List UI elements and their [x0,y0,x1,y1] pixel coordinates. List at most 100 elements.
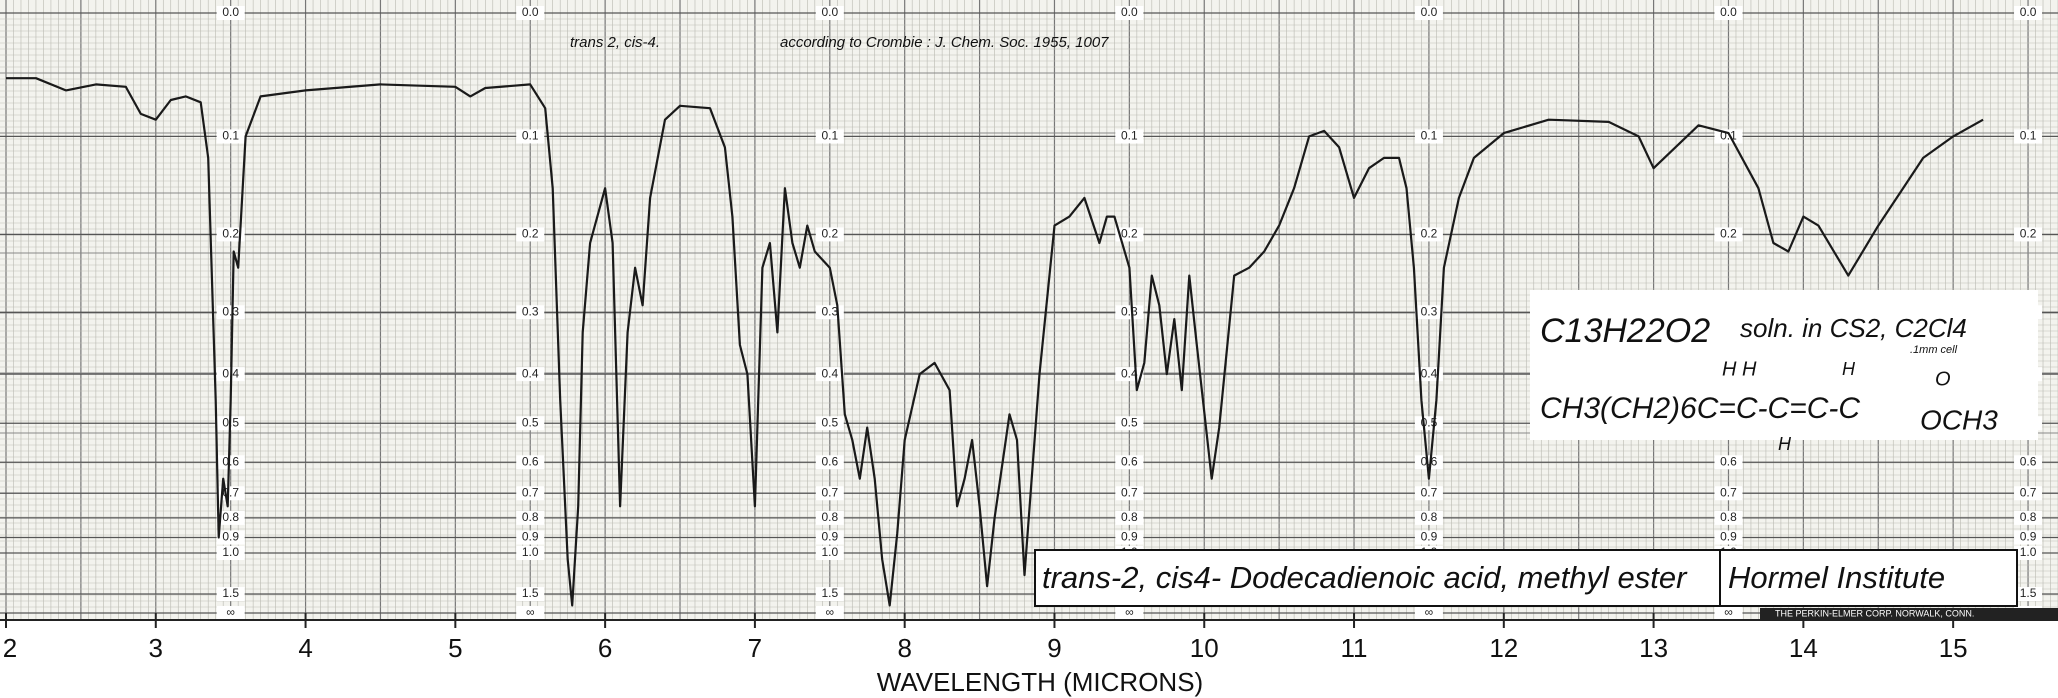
tick-label-bg [516,367,545,382]
formula-box [1530,290,2038,440]
y-tick-label: 0.9 [2020,530,2037,544]
tick-label-bg [216,129,245,144]
y-tick-label: 0.2 [1121,227,1138,241]
y-tick-label: 0.3 [821,304,838,318]
y-tick-label: 0.6 [821,454,838,468]
annotation: .1mm cell [1910,344,1958,356]
y-tick-label: 0.6 [222,454,239,468]
title-box [1034,549,2018,607]
y-tick-label: 0.5 [1121,415,1138,429]
y-tick-label: 0.9 [821,530,838,544]
tick-label-bg [216,606,245,620]
tick-label-bg [516,606,545,620]
maker-band [1760,608,2058,620]
y-tick-label: 0.2 [821,227,838,241]
tick-label-bg [516,546,545,560]
y-tick-label: 0.0 [1121,5,1138,19]
y-tick-label: 1.0 [2020,545,2037,559]
tick-label-bg [2014,6,2043,20]
x-tick-label: 14 [1789,633,1818,663]
y-tick-label: 0.8 [1421,510,1438,524]
y-tick-label: 0.8 [222,510,239,524]
x-axis-label: WAVELENGTH (MICRONS) [877,667,1203,697]
tick-label-bg [1115,6,1144,20]
annotation: H [1842,359,1856,379]
y-tick-label: 0.0 [222,5,239,19]
y-tick-label: 1.5 [2020,586,2037,600]
tick-label-bg [2014,455,2043,470]
y-tick-label: 0.6 [522,454,539,468]
tick-label-bg [516,416,545,431]
tick-label-bg [216,510,245,525]
annotation: C13H22O2 [1540,312,1710,350]
tick-label-bg [216,6,245,20]
tick-label-bg [1414,530,1443,545]
y-tick-label: 0.4 [821,366,838,380]
y-tick-label: ∞ [1425,605,1434,619]
tick-label-bg [216,587,245,602]
x-tick-label: 5 [448,633,462,663]
y-tick-label: ∞ [1724,605,1733,619]
x-tick-label: 12 [1489,633,1518,663]
tick-label-bg [1714,6,1743,20]
y-tick-label: 0.9 [522,530,539,544]
tick-label-bg [815,587,844,602]
tick-label-bg [2014,510,2043,525]
y-tick-label: 0.7 [2020,485,2037,499]
y-tick-label: 0.0 [821,5,838,19]
tick-label-bg [2014,129,2043,144]
y-tick-label: 1.5 [222,586,239,600]
annotation: CH3(CH2)6C=C-C=C-C [1540,392,1860,425]
y-tick-label: 0.7 [1121,485,1138,499]
tick-label-bg [1115,227,1144,242]
y-tick-label: 1.0 [222,545,239,559]
tick-label-bg [1714,530,1743,545]
tick-label-bg [2014,486,2043,501]
y-tick-label: 0.2 [1421,227,1438,241]
y-tick-label: 0.4 [1421,366,1438,380]
y-tick-label: 0.1 [1121,129,1138,143]
y-tick-label: 0.8 [1121,510,1138,524]
tick-label-bg [216,546,245,560]
tick-label-bg [2014,587,2043,602]
y-tick-label: 0.8 [522,510,539,524]
tick-label-bg [1414,129,1443,144]
tick-label-bg [216,530,245,545]
tick-label-bg [1414,6,1443,20]
tick-label-bg [2014,530,2043,545]
tick-label-bg [1115,530,1144,545]
y-tick-label: 0.0 [2020,5,2037,19]
annotation: according to Crombie : J. Chem. Soc. 195… [780,34,1109,51]
annotation: O [1935,368,1951,390]
tick-label-bg [2014,546,2043,560]
x-tick-label: 10 [1190,633,1219,663]
y-tick-label: ∞ [226,605,235,619]
y-tick-label: 0.3 [222,304,239,318]
annotation: H H [1722,358,1757,380]
x-tick-label: 3 [149,633,163,663]
tick-label-bg [2014,227,2043,242]
annotation: OCH3 [1920,404,1998,435]
tick-label-bg [1714,227,1743,242]
tick-label-bg [815,530,844,545]
x-tick-label: 11 [1341,633,1368,663]
y-tick-label: 0.4 [1121,366,1138,380]
tick-label-bg [815,6,844,20]
tick-label-bg [815,129,844,144]
spectrum-line [6,77,1984,607]
tick-label-bg [815,416,844,431]
tick-label-bg [216,455,245,470]
tick-label-bg [815,606,844,620]
y-tick-label: 0.1 [222,129,239,143]
y-tick-label: ∞ [526,605,535,619]
y-tick-label: 0.8 [1720,510,1737,524]
x-tick-label: 8 [897,633,911,663]
y-tick-label: 0.1 [522,129,539,143]
tick-label-bg [815,367,844,382]
y-tick-label: 1.0 [821,545,838,559]
tick-label-bg [1414,510,1443,525]
x-tick-label: 15 [1939,633,1968,663]
tick-label-bg [516,486,545,501]
tick-label-bg [1714,606,1743,620]
x-tick-label: 9 [1047,633,1061,663]
